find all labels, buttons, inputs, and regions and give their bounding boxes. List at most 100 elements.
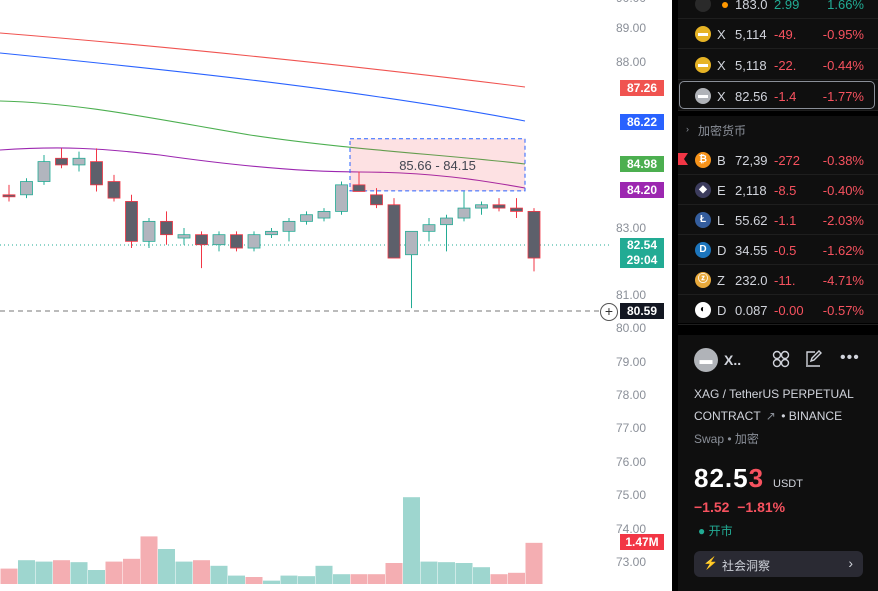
price-chart[interactable]	[0, 0, 672, 591]
divider	[678, 79, 878, 80]
volume-bar	[350, 574, 368, 584]
volume-bar	[0, 568, 18, 584]
volume-bar	[18, 560, 35, 584]
row-last: 2,118	[735, 183, 767, 198]
watchlist-row[interactable]: ▬ X 5,118 -22. -0.44%	[678, 50, 878, 80]
crosshair-add-button[interactable]: +	[600, 303, 618, 321]
candle-body	[387, 204, 401, 259]
change-abs: −1.52	[694, 499, 730, 515]
ma-green-price: 84.98	[620, 156, 664, 172]
social-insight-button[interactable]: ⚡ 社会洞察 ›	[694, 551, 863, 577]
candle-body	[160, 220, 173, 236]
last-price: 82.54 29:04	[620, 238, 664, 268]
section-crypto-label[interactable]: 加密货币	[698, 124, 747, 138]
dash-icon: D	[695, 242, 711, 258]
moving-average-line	[0, 147, 526, 189]
edit-icon[interactable]	[803, 349, 823, 369]
volume-bar	[420, 561, 438, 584]
crypto-row[interactable]: D D 34.55 -0.5 -1.62%	[678, 235, 878, 265]
ethereum-icon: ◆	[695, 182, 711, 198]
more-icon[interactable]: •••	[840, 349, 860, 366]
volume-bar	[438, 562, 455, 584]
row-symbol: X	[717, 27, 726, 42]
volume-bar	[525, 542, 543, 584]
price-tick: 90.00	[616, 0, 646, 5]
external-link-icon[interactable]: ↗	[765, 409, 776, 423]
row-last: 232.0	[735, 273, 768, 288]
row-change-pct: 1.66%	[827, 0, 864, 12]
row-change-pct: -0.38%	[822, 153, 864, 168]
bar-countdown: 29:04	[626, 253, 658, 267]
row-change-pct: -2.03%	[822, 213, 864, 228]
watchlist-row[interactable]: ▬ X 82.56 -1.4 -1.77%	[678, 81, 878, 111]
volume-bar	[158, 549, 175, 584]
row-symbol: D	[717, 243, 727, 258]
volume-bar	[333, 574, 350, 584]
dogecoin-icon: ◐	[695, 302, 711, 318]
moving-average-line	[0, 52, 526, 122]
volume-bar	[105, 561, 123, 584]
crypto-row[interactable]: ◐ D 0.087 -0.00 -0.57%	[678, 295, 878, 325]
volume-bar	[193, 560, 210, 584]
ma-blue-price: 86.22	[620, 114, 664, 130]
row-symbol: X	[717, 89, 726, 104]
price-last-digit: 3	[748, 463, 765, 493]
volume-bar	[368, 574, 385, 584]
volume-bar	[315, 565, 333, 584]
selected-row-outline	[679, 81, 875, 109]
volume-bar	[35, 561, 53, 584]
volume-bar	[88, 570, 105, 584]
row-last: 55.62	[735, 213, 768, 228]
candle-body	[37, 161, 51, 182]
panel-divider[interactable]	[672, 0, 678, 591]
row-change: -1.1	[774, 213, 797, 228]
watchlist-row[interactable]: ▬ X 5,114 -49. -0.95%	[678, 19, 878, 49]
divider	[678, 264, 878, 265]
row-change-pct: -0.95%	[822, 27, 864, 42]
grid-icon[interactable]	[771, 349, 791, 369]
candle-body	[370, 194, 383, 206]
price-tick: 75.00	[616, 488, 647, 503]
row-change: -8.5	[774, 183, 797, 198]
candle-body	[2, 194, 16, 198]
volume-bar	[508, 572, 525, 584]
orange-dot-icon	[722, 2, 728, 8]
divider	[678, 48, 878, 49]
crypto-row[interactable]: Ł L 55.62 -1.1 -2.03%	[678, 205, 878, 235]
row-last: 72,39	[735, 153, 768, 168]
volume-bar	[403, 497, 420, 584]
watchlist-row-top[interactable]: 183.0 2.99 1.66%	[678, 0, 878, 19]
crypto-row[interactable]: ◆ E 2,118 -8.5 -0.40%	[678, 175, 878, 205]
ma-red-price: 87.26	[620, 80, 664, 96]
price-main: 82.5	[694, 463, 749, 493]
crypto-row[interactable]: ₿ B 72,39 -272 -0.38%	[678, 145, 878, 175]
chevron-right-icon: ›	[848, 555, 853, 571]
price-tick: 80.00	[616, 321, 647, 336]
price-tick: 77.00	[616, 421, 647, 436]
collapse-chevron-icon[interactable]: ›	[686, 124, 689, 134]
detail-symbol[interactable]: X..	[724, 352, 742, 368]
chart-area[interactable]: 85.66 - 84.15 + 90.00 89.00 88.00 83.00 81.0…	[0, 0, 672, 591]
silver-icon: ▬	[694, 348, 718, 372]
candle-body	[527, 210, 541, 259]
candle-body	[300, 214, 313, 222]
row-symbol: D	[717, 303, 727, 318]
flag-icon[interactable]	[678, 153, 688, 165]
volume-bar	[210, 565, 228, 584]
crypto-row[interactable]: ⓩ Z 232.0 -11. -4.71%	[678, 265, 878, 295]
divider	[678, 294, 878, 295]
divider	[678, 18, 878, 19]
divider	[678, 234, 878, 235]
price-tick: 81.00	[616, 287, 647, 302]
volume-bar	[263, 580, 280, 584]
row-symbol: Z	[717, 273, 725, 288]
row-change-pct: -4.71%	[822, 273, 864, 288]
divider	[678, 204, 878, 205]
range-annotation-box	[349, 138, 526, 192]
gold-icon: ▬	[695, 57, 711, 73]
candle-body	[107, 181, 121, 199]
change-pct: −1.81%	[737, 499, 786, 515]
candle-body	[265, 230, 278, 236]
price-tick: 78.00	[616, 388, 647, 402]
candle-body	[457, 207, 471, 219]
